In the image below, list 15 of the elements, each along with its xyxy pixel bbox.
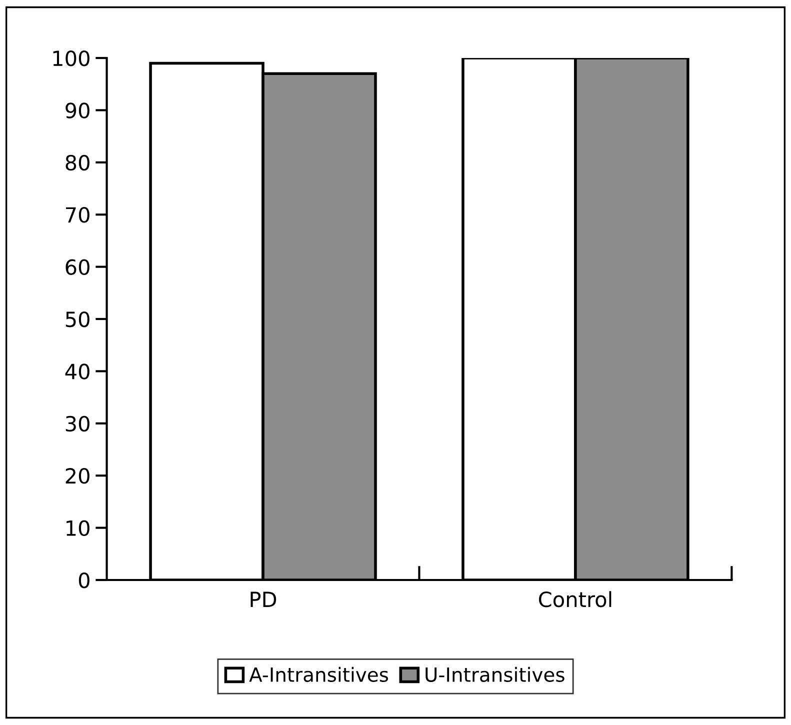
y-tick-label: 80 [66, 154, 90, 171]
y-tick-label: 20 [66, 468, 90, 484]
y-tick-label: 60 [66, 259, 90, 276]
y-tick-label: 90 [66, 102, 90, 118]
y-tick-label: 0 [78, 572, 90, 588]
x-tick-label: PD [250, 592, 276, 607]
y-tick-label: 100 [53, 50, 90, 66]
x-tick-label: Control [538, 591, 612, 608]
y-tick-label: 40 [65, 364, 90, 380]
y-tick-label: 70 [66, 207, 90, 223]
legend-label: U-Intransitives [426, 666, 564, 682]
y-tick-label: 10 [66, 520, 90, 536]
y-tick-label: 50 [66, 311, 90, 328]
legend-label: A-Intransitives [249, 666, 388, 682]
y-tick-label: 30 [66, 416, 90, 432]
